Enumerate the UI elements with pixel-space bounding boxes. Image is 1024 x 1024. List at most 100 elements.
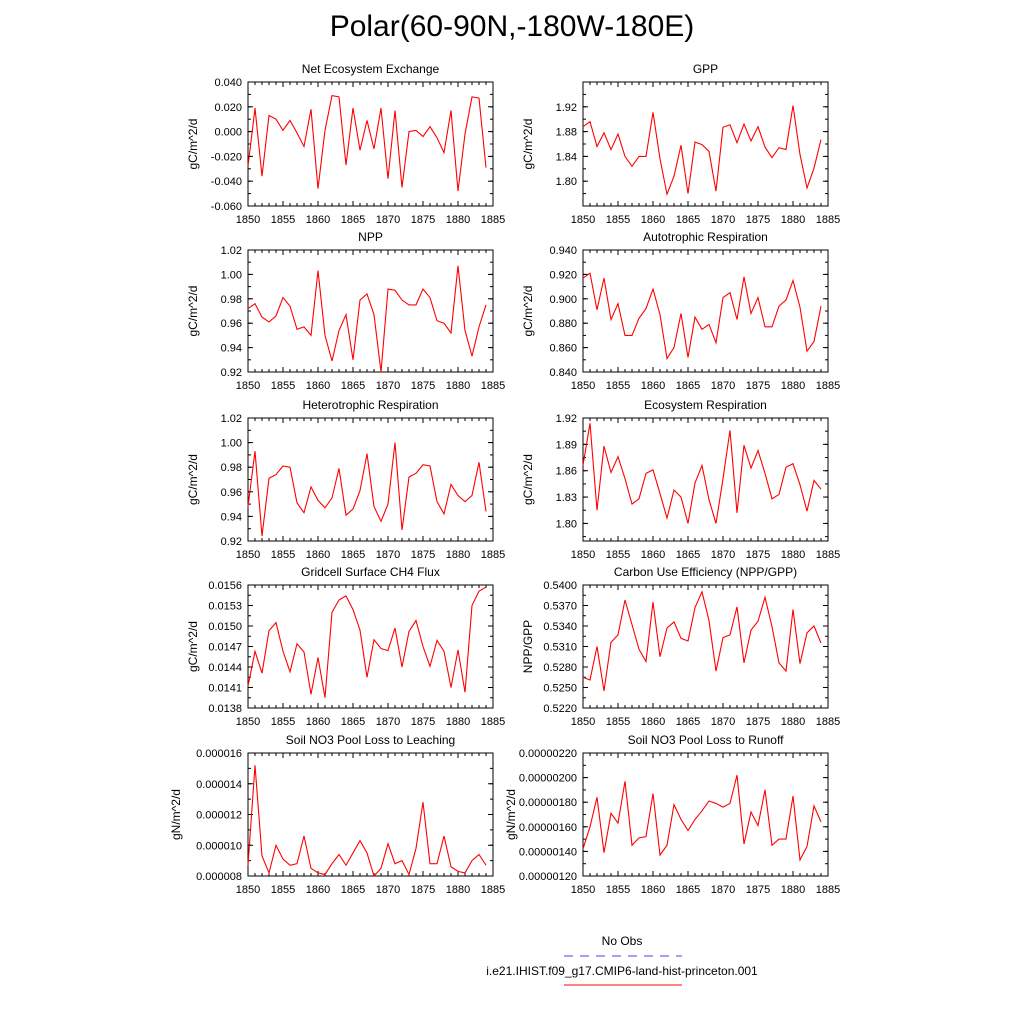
x-tick-label: 1850 [236, 549, 260, 561]
x-tick-label: 1870 [711, 549, 735, 561]
panel-title: Carbon Use Efficiency (NPP/GPP) [614, 565, 797, 579]
y-tick-label: 0.020 [214, 102, 242, 114]
x-tick-label: 1860 [641, 380, 665, 392]
y-tick-label: 0.0156 [208, 580, 242, 592]
chart-panel-7: Gridcell Surface CH4 Flux 1850 1855 1860 186… [186, 565, 505, 728]
x-tick-label: 1865 [341, 884, 365, 896]
series-line [582, 272, 822, 361]
panel-title: Net Ecosystem Exchange [302, 62, 440, 76]
y-tick-label: 0.5280 [543, 662, 577, 674]
series-line [582, 105, 822, 197]
x-tick-label: 1875 [411, 716, 435, 728]
x-tick-label: 1885 [816, 884, 840, 896]
y-axis-label: gC/m^2/d [521, 286, 535, 337]
y-tick-label: 0.0147 [208, 642, 242, 654]
legend: No Obs i.e21.IHIST.f09_g17.CMIP6-land-his… [486, 934, 758, 986]
plot-frame [582, 81, 829, 207]
legend-label-model: i.e21.IHIST.f09_g17.CMIP6-land-hist-prin… [486, 964, 758, 978]
series-line [582, 590, 822, 692]
y-tick-label: -0.040 [211, 176, 242, 188]
x-tick-label: 1865 [676, 549, 700, 561]
x-tick-label: 1870 [376, 380, 400, 392]
y-tick-label: 1.00 [221, 438, 242, 450]
y-tick-label: 0.000 [214, 127, 242, 139]
x-tick-label: 1865 [676, 884, 700, 896]
y-tick-label: 0.880 [549, 318, 577, 330]
series-line [247, 265, 487, 373]
x-tick-label: 1850 [236, 380, 260, 392]
y-tick-label: 0.860 [549, 343, 577, 355]
series-line [247, 586, 487, 698]
plot-frame [247, 81, 494, 207]
x-tick-label: 1875 [411, 549, 435, 561]
x-tick-label: 1865 [676, 716, 700, 728]
x-tick-label: 1865 [676, 214, 700, 226]
x-tick-label: 1850 [571, 214, 595, 226]
y-tick-label: 0.0150 [208, 621, 242, 633]
y-axis-label: gC/m^2/d [186, 286, 200, 337]
x-tick-label: 1875 [746, 549, 770, 561]
x-tick-label: 1885 [816, 380, 840, 392]
y-tick-label: 0.840 [549, 367, 577, 379]
y-tick-label: 1.89 [556, 439, 577, 451]
y-tick-label: 0.5250 [543, 683, 577, 695]
y-tick-label: 1.00 [221, 269, 242, 281]
panel-title: Heterotrophic Respiration [302, 398, 438, 412]
y-axis-label: gC/m^2/d [186, 119, 200, 170]
x-tick-label: 1870 [376, 214, 400, 226]
series-line [247, 442, 487, 537]
x-tick-label: 1885 [481, 214, 505, 226]
y-tick-label: 0.000016 [196, 748, 242, 760]
x-tick-label: 1855 [271, 884, 295, 896]
y-axis-label: gN/m^2/d [169, 789, 183, 840]
y-tick-label: 0.0138 [208, 703, 242, 715]
x-tick-label: 1855 [606, 214, 630, 226]
x-tick-label: 1850 [571, 380, 595, 392]
x-tick-label: 1860 [306, 716, 330, 728]
y-tick-label: 0.0144 [208, 662, 242, 674]
y-tick-label: 1.83 [556, 492, 577, 504]
x-tick-label: 1875 [746, 380, 770, 392]
x-tick-label: 1860 [641, 884, 665, 896]
x-tick-label: 1885 [481, 884, 505, 896]
y-axis-label: gN/m^2/d [504, 789, 518, 840]
y-tick-label: 1.84 [556, 151, 577, 163]
x-tick-label: 1855 [606, 549, 630, 561]
chart-panel-6: Ecosystem Respiration 1850 1855 1860 1865 187… [521, 398, 840, 561]
panel-title: Ecosystem Respiration [644, 398, 767, 412]
y-tick-label: 0.920 [549, 269, 577, 281]
y-tick-label: 0.000012 [196, 810, 242, 822]
x-tick-label: 1875 [411, 884, 435, 896]
x-tick-label: 1850 [236, 884, 260, 896]
x-tick-label: 1870 [711, 884, 735, 896]
plot-frame [247, 584, 494, 709]
y-tick-label: 0.00000120 [519, 871, 577, 883]
legend-label-obs: No Obs [602, 934, 643, 948]
x-tick-label: 1865 [341, 716, 365, 728]
figure-title: Polar(60-90N,-180W-180E) [329, 10, 695, 43]
panel-title: NPP [358, 230, 383, 244]
y-tick-label: 0.94 [221, 511, 242, 523]
y-tick-label: 1.92 [556, 413, 577, 425]
x-tick-label: 1855 [606, 716, 630, 728]
y-tick-label: 1.92 [556, 102, 577, 114]
x-tick-label: 1880 [781, 884, 805, 896]
x-tick-label: 1855 [606, 884, 630, 896]
x-tick-label: 1865 [341, 549, 365, 561]
y-tick-label: 0.5220 [543, 703, 577, 715]
y-axis-label: gC/m^2/d [186, 454, 200, 505]
plot-frame [247, 249, 494, 373]
x-tick-label: 1860 [306, 214, 330, 226]
y-tick-label: 1.86 [556, 466, 577, 478]
x-tick-label: 1865 [341, 380, 365, 392]
plot-frame [582, 417, 829, 542]
y-tick-label: -0.060 [211, 201, 242, 213]
chart-panel-10: Soil NO3 Pool Loss to Runoff 1850 1855 1860… [504, 733, 840, 896]
y-tick-label: 0.98 [221, 462, 242, 474]
series-line [582, 775, 822, 862]
y-tick-label: 0.00000180 [519, 797, 577, 809]
chart-panel-2: GPP 1850 1855 1860 1865 1870 1875 1880 1885 1.80 1… [521, 62, 840, 226]
x-tick-label: 1885 [481, 716, 505, 728]
x-tick-label: 1880 [446, 716, 470, 728]
